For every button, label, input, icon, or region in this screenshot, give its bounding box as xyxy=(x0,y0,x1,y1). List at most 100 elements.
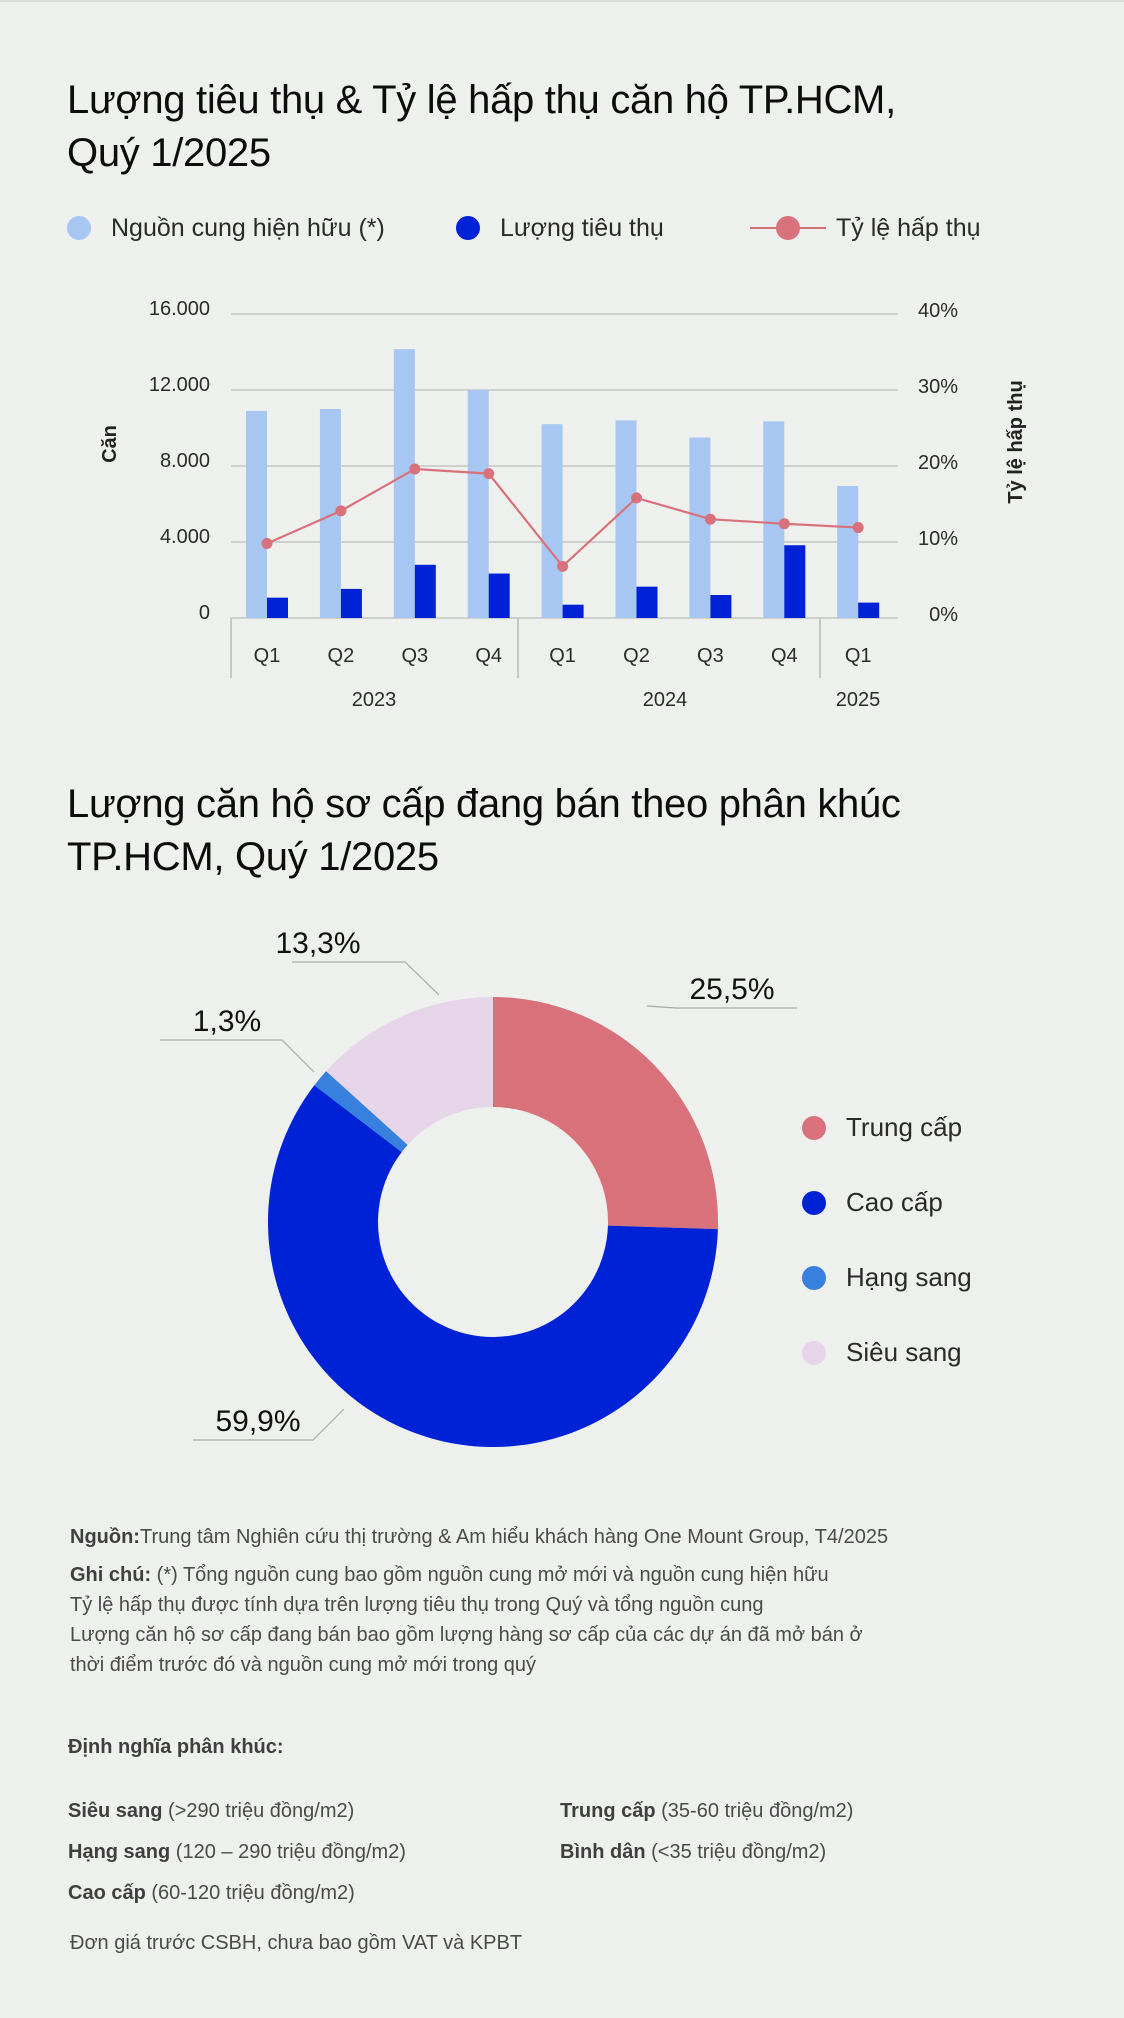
legend-label: Tỷ lệ hấp thụ xyxy=(836,213,981,242)
consumption-bar xyxy=(784,545,806,618)
legend-item-consumption: Lượng tiêu thụ xyxy=(456,210,664,246)
definitions-grid: Siêu sang (>290 triệu đồng/m2) Hạng sang… xyxy=(68,1796,1068,1926)
svg-text:16.000: 16.000 xyxy=(149,298,210,320)
note-label: Ghi chú: xyxy=(70,1564,152,1586)
consumption-dot-icon xyxy=(456,216,480,240)
label-hang-sang: 1,3% xyxy=(193,1005,261,1038)
consumption-bar xyxy=(340,588,362,618)
svg-text:12.000: 12.000 xyxy=(149,374,210,396)
quarter-label: Q1 xyxy=(549,645,576,667)
x-axis-year-labels: 2023 2024 2025 xyxy=(352,689,881,711)
bar-series xyxy=(246,349,880,618)
legend-label: Cao cấp xyxy=(846,1187,943,1217)
quarter-label: Q3 xyxy=(697,645,724,667)
supply-bar xyxy=(393,349,415,618)
chart2-title: Lượng căn hộ sơ cấp đang bán theo phân k… xyxy=(67,778,1067,884)
combo-bar-line-chart: 16.000 12.000 8.000 4.000 0 Căn 40% 30% … xyxy=(99,298,1027,711)
label-sieu-sang: 13,3% xyxy=(275,927,360,960)
top-border xyxy=(0,0,1124,2)
note-line-4: thời điểm trước đó và nguồn cung mở mới … xyxy=(70,1654,537,1676)
svg-text:10%: 10% xyxy=(918,528,958,550)
def-cao-cap: Cao cấp (60-120 triệu đồng/m2) xyxy=(68,1882,355,1904)
rate-point xyxy=(778,518,790,530)
line-marker-icon xyxy=(750,216,826,240)
svg-text:4.000: 4.000 xyxy=(160,526,210,548)
segment-definitions: Định nghĩa phân khúc: Siêu sang (>290 tr… xyxy=(68,1732,1068,1958)
consumption-bar xyxy=(267,597,288,618)
rate-point xyxy=(261,538,273,550)
chart1-title: Lượng tiêu thụ & Tỷ lệ hấp thụ căn hộ TP… xyxy=(67,74,1067,180)
quarter-label: Q4 xyxy=(475,645,502,667)
chart2-title-line1: Lượng căn hộ sơ cấp đang bán theo phân k… xyxy=(67,782,901,826)
def-hang-sang: Hạng sang (120 – 290 triệu đồng/m2) xyxy=(68,1841,406,1863)
consumption-bar xyxy=(562,604,584,618)
donut-data-labels: 25,5% 13,3% 1,3% 59,9% xyxy=(193,927,775,1438)
donut-slice-hạng-sang xyxy=(314,1071,408,1153)
definitions-header: Định nghĩa phân khúc: xyxy=(68,1736,284,1758)
supply-bar xyxy=(837,485,859,618)
quarter-label: Q3 xyxy=(401,645,428,667)
legend-item-cao-cap: Cao cấp xyxy=(802,1165,972,1240)
label-trung-cap: 25,5% xyxy=(689,973,774,1006)
year-label: 2023 xyxy=(352,689,397,711)
source-text: Trung tâm Nghiên cứu thị trường & Am hiể… xyxy=(139,1526,889,1548)
source-note: Nguồn:Trung tâm Nghiên cứu thị trường & … xyxy=(70,1522,1070,1552)
source-label: Nguồn: xyxy=(70,1526,140,1548)
quarter-label: Q1 xyxy=(254,645,281,667)
rate-point xyxy=(335,505,347,517)
legend-label: Hạng sang xyxy=(846,1262,972,1292)
y-axis-right-label: Tỷ lệ hấp thụ xyxy=(1005,380,1027,503)
chart1-title-line1: Lượng tiêu thụ & Tỷ lệ hấp thụ căn hộ TP… xyxy=(67,78,896,122)
y-axis-left-label: Căn xyxy=(99,425,121,463)
svg-text:8.000: 8.000 xyxy=(160,450,210,472)
supply-bar xyxy=(541,424,563,618)
label-cao-cap: 59,9% xyxy=(215,1405,300,1438)
donut-slice-siêu-sang xyxy=(326,997,493,1145)
note-line-3: Lượng căn hộ sơ cấp đang bán bao gồm lượ… xyxy=(70,1624,863,1646)
legend-label: Siêu sang xyxy=(846,1337,962,1367)
note-line-1: Ghi chú: (*) Tổng nguồn cung bao gồm ngu… xyxy=(70,1564,829,1586)
trung-cap-dot-icon xyxy=(802,1115,826,1140)
legend-item-absorption: Tỷ lệ hấp thụ xyxy=(750,210,981,246)
svg-text:40%: 40% xyxy=(918,300,958,322)
quarter-label: Q2 xyxy=(328,645,355,667)
svg-text:0%: 0% xyxy=(929,604,958,626)
supply-bar xyxy=(246,410,267,618)
def-sieu-sang: Siêu sang (>290 triệu đồng/m2) xyxy=(68,1800,355,1822)
supply-bar xyxy=(689,437,711,618)
notes-block: Nguồn:Trung tâm Nghiên cứu thị trường & … xyxy=(70,1522,1070,1680)
y-axis-left-ticks: 16.000 12.000 8.000 4.000 0 xyxy=(149,298,210,624)
x-axis-separators xyxy=(230,618,821,678)
legend-label: Nguồn cung hiện hữu (*) xyxy=(111,213,385,242)
rate-point xyxy=(704,513,716,525)
rate-point xyxy=(631,492,642,504)
consumption-bar xyxy=(414,564,436,618)
chart2-title-line2: TP.HCM, Quý 1/2025 xyxy=(67,835,439,879)
rate-point xyxy=(483,468,495,480)
supply-bar xyxy=(615,420,637,618)
quarter-label: Q1 xyxy=(845,645,872,667)
line-series xyxy=(261,463,864,572)
donut-chart: 25,5% 13,3% 1,3% 59,9% xyxy=(160,927,797,1448)
svg-text:30%: 30% xyxy=(918,376,958,398)
def-trung-cap: Trung cấp (35-60 triệu đồng/m2) xyxy=(560,1800,854,1822)
legend-label: Lượng tiêu thụ xyxy=(500,213,664,242)
donut-slices xyxy=(267,997,718,1448)
consumption-bar xyxy=(710,595,732,618)
sieu-sang-dot-icon xyxy=(802,1340,826,1365)
supply-bar xyxy=(467,390,489,618)
supply-bar xyxy=(319,409,341,618)
y-axis-right-ticks: 40% 30% 20% 10% 0% xyxy=(918,300,958,626)
legend-item-sieu-sang: Siêu sang xyxy=(802,1315,972,1390)
quarter-label: Q4 xyxy=(771,645,798,667)
rate-point xyxy=(409,463,421,475)
x-axis-quarter-labels: Q1 Q2 Q3 Q4 Q1 Q2 Q3 Q4 Q1 xyxy=(254,645,872,667)
chart1-legend: Nguồn cung hiện hữu (*) Lượng tiêu thụ T… xyxy=(67,210,1067,246)
consumption-bar xyxy=(488,573,510,618)
legend-label: Trung cấp xyxy=(846,1112,963,1142)
leader-lines xyxy=(160,961,797,1441)
cao-cap-dot-icon xyxy=(802,1190,826,1215)
supply-dot-icon xyxy=(67,216,91,240)
rate-point xyxy=(852,522,864,534)
consumption-bar xyxy=(636,586,658,618)
